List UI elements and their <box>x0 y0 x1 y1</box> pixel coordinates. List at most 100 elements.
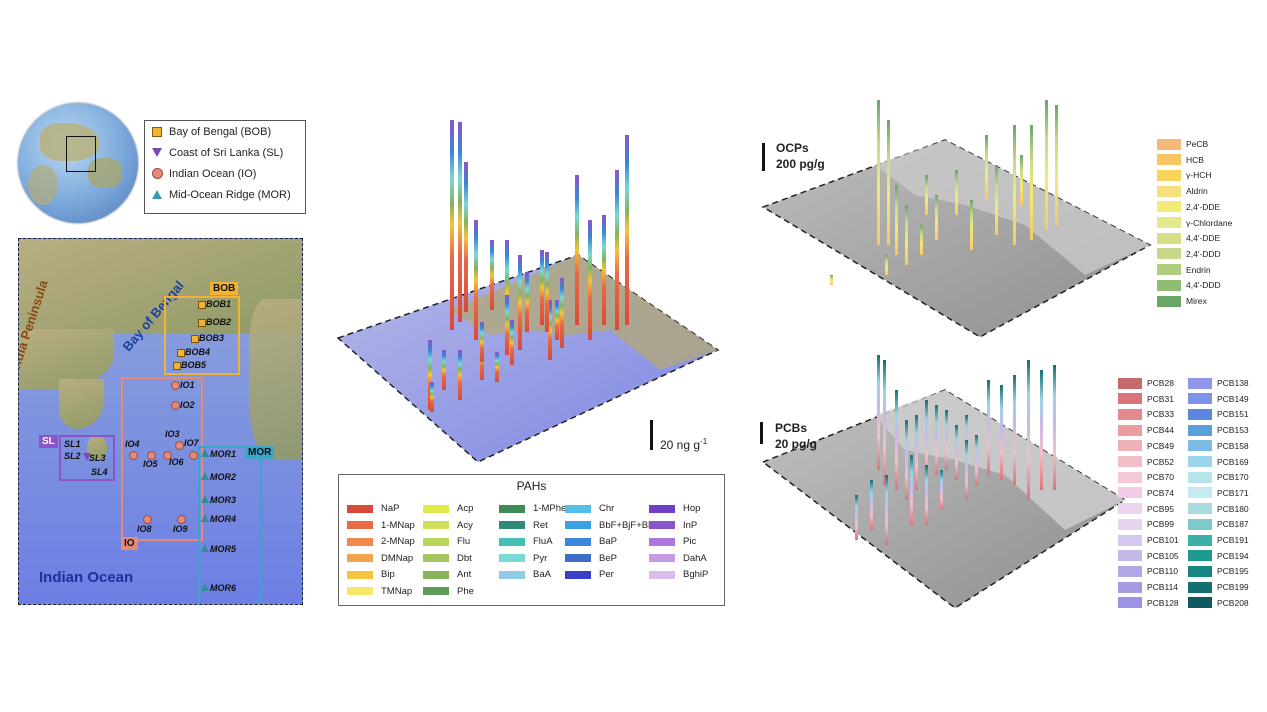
legend-swatch <box>1157 264 1181 276</box>
legend-item: PCB110 <box>1118 564 1178 578</box>
concentration-bar <box>458 350 462 400</box>
legend-swatch <box>1118 487 1142 499</box>
concentration-bar <box>510 320 514 365</box>
legend-swatch <box>1188 503 1212 515</box>
legend-item: PCB199 <box>1188 580 1249 594</box>
concentration-bar <box>1027 360 1030 500</box>
legend-label: InP <box>683 519 698 531</box>
legend-label: BeP <box>599 552 617 564</box>
station-marker <box>201 472 209 480</box>
legend-label: 4,4'-DDE <box>1186 233 1221 244</box>
concentration-bar <box>450 120 454 330</box>
triangle-down-icon <box>152 148 162 157</box>
ocp-3d-map <box>761 100 1152 338</box>
pcb-3d-map <box>761 355 1127 609</box>
region-io-box <box>121 377 203 541</box>
legend-swatch <box>565 537 591 546</box>
concentration-bar <box>1055 105 1058 225</box>
station-marker <box>83 453 91 461</box>
legend-swatch <box>347 587 373 595</box>
pah-legend-item: Pyr <box>499 551 547 566</box>
station-marker <box>171 401 180 410</box>
legend-swatch <box>1118 503 1142 515</box>
station-marker <box>201 514 209 522</box>
legend-item: PCB44 <box>1118 423 1174 437</box>
concentration-bar <box>905 420 908 500</box>
legend-label: PCB153 <box>1217 425 1249 436</box>
legend-item: PCB149 <box>1188 392 1249 406</box>
legend-label: PCB99 <box>1147 519 1174 530</box>
legend-swatch <box>649 570 675 579</box>
region-mor-tag: MOR <box>245 446 275 459</box>
legend-item: 4,4'-DDD <box>1157 278 1221 292</box>
station-label: MOR6 <box>210 583 237 593</box>
station-label: IO2 <box>180 400 195 410</box>
concentration-bar <box>955 425 958 480</box>
legend-swatch <box>1188 456 1212 467</box>
pah-legend-item: Hop <box>649 501 700 516</box>
legend-swatch <box>1118 393 1142 405</box>
legend-swatch <box>649 504 675 513</box>
station-marker <box>163 451 172 460</box>
concentration-bar <box>885 255 888 275</box>
legend-label: PCB44 <box>1147 425 1174 436</box>
legend-label: γ-Chlordane <box>1186 217 1233 228</box>
station-label: MOR4 <box>210 514 237 524</box>
legend-item: PCB194 <box>1188 549 1249 563</box>
legend-item: PCB171 <box>1188 486 1249 500</box>
concentration-bar <box>1013 375 1016 485</box>
legend-item: PCB208 <box>1188 596 1249 610</box>
legend-item: PCB52 <box>1118 455 1174 469</box>
legend-item: Mirex <box>1157 294 1207 308</box>
legend-item: PCB99 <box>1118 517 1174 531</box>
concentration-bar <box>615 170 619 330</box>
station-map: India Peninsula Bay of Bengal Indian Oce… <box>18 238 303 605</box>
pah-legend-title: PAHs <box>516 479 547 493</box>
station-label: SL3 <box>89 453 106 463</box>
station-label: IO9 <box>173 524 188 534</box>
pah-legend-item: Ant <box>423 567 471 582</box>
concentration-bar <box>1030 125 1033 240</box>
legend-label: PCB110 <box>1147 566 1179 577</box>
legend-item: PCB28 <box>1118 376 1174 390</box>
station-marker <box>177 515 186 524</box>
legend-label: PCB151 <box>1217 409 1249 420</box>
legend-label: Endrin <box>1186 264 1211 275</box>
ocp-legend: PeCB HCB γ-HCH Aldrin 2,4'-DDE γ-Chlordane 4,4… <box>1157 137 1257 312</box>
legend-label: Acy <box>457 519 473 531</box>
region-sl-box <box>59 435 115 481</box>
legend-label: γ-HCH <box>1186 170 1212 181</box>
legend-item: PCB180 <box>1188 502 1249 516</box>
region-sl-tag: SL <box>39 435 58 448</box>
concentration-bar <box>490 240 494 310</box>
legend-swatch <box>1118 518 1142 530</box>
legend-item: PCB138 <box>1188 376 1249 390</box>
station-label: IO1 <box>180 380 195 390</box>
legend-label: BbF+BjF+BkF <box>599 519 659 531</box>
legend-swatch <box>499 554 525 562</box>
square-icon <box>152 126 162 137</box>
concentration-bar <box>935 405 938 475</box>
legend-swatch <box>499 537 525 546</box>
legend-item: PCB114 <box>1118 580 1178 594</box>
pah-legend-item: Ret <box>499 518 548 533</box>
legend-label: 4,4'-DDD <box>1186 280 1221 291</box>
legend-swatch <box>1157 248 1181 260</box>
concentration-bar <box>920 225 923 255</box>
legend-swatch <box>1157 279 1181 291</box>
study-area-box <box>66 136 96 172</box>
legend-swatch <box>1188 440 1212 452</box>
legend-item: γ-Chlordane <box>1157 216 1232 230</box>
legend-label: PCB74 <box>1147 487 1174 498</box>
legend-swatch <box>1188 393 1212 405</box>
pah-legend-item: InP <box>649 518 697 533</box>
pah-legend-item: FluA <box>499 534 553 549</box>
legend-label: NaP <box>381 503 400 514</box>
station-label: BOB5 <box>181 360 207 370</box>
pah-legend-item: Per <box>565 567 614 582</box>
legend-swatch <box>423 537 449 546</box>
region-mor-box <box>198 446 262 604</box>
legend-swatch <box>1188 565 1212 577</box>
concentration-bar <box>940 470 943 510</box>
legend-item: PCB105 <box>1118 549 1179 563</box>
